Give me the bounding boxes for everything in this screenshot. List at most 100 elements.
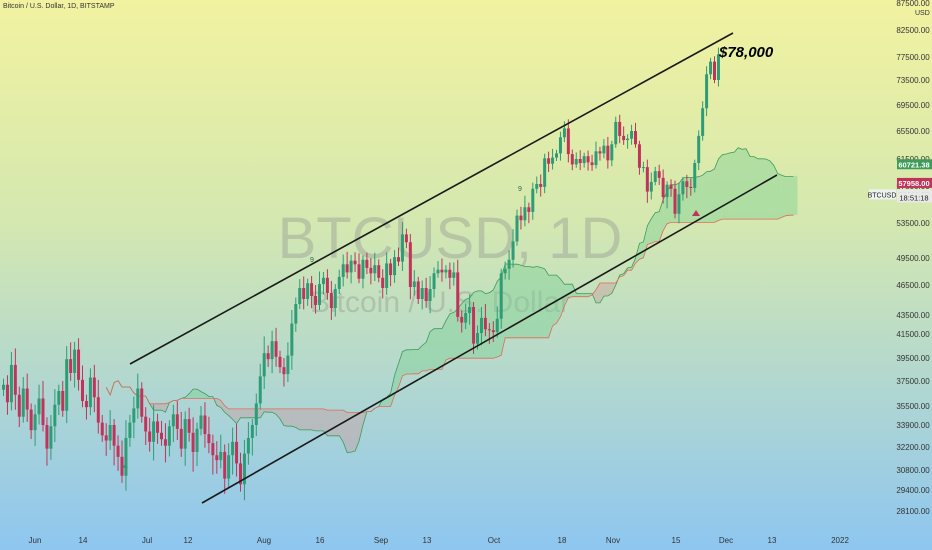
- price-tick-label: 30800.00: [896, 466, 930, 475]
- price-tick-label: 82500.00: [896, 26, 930, 35]
- candle: [337, 269, 341, 294]
- candle: [325, 269, 329, 300]
- candle: [160, 420, 163, 446]
- candle: [527, 202, 531, 224]
- candle: [594, 141, 598, 169]
- candle: [179, 411, 183, 457]
- candle: [104, 423, 108, 456]
- time-axis[interactable]: Jun 14 Jul 12 Aug 16 Sep 13 Oct 18 Nov 15 Dec 13 2022: [29, 536, 850, 545]
- candle: [709, 57, 713, 80]
- currency-label: USD: [915, 10, 930, 17]
- candle: [669, 179, 673, 197]
- candle: [693, 159, 697, 193]
- time-tick-label: Aug: [257, 536, 271, 545]
- candle: [373, 252, 377, 282]
- td-count-9-oct: 9: [518, 186, 522, 193]
- candle: [286, 342, 290, 382]
- candle: [341, 254, 345, 287]
- candle: [156, 413, 160, 444]
- candle: [223, 444, 227, 494]
- channel-lower-line[interactable]: [201, 174, 778, 504]
- candle: [444, 265, 448, 279]
- candle: [665, 181, 669, 209]
- candle: [547, 151, 551, 172]
- time-tick-label: Dec: [719, 536, 733, 545]
- candle: [408, 233, 412, 300]
- candle: [282, 358, 286, 387]
- candle: [701, 101, 705, 141]
- candle: [570, 149, 574, 171]
- candle: [41, 381, 45, 432]
- candle: [116, 435, 120, 471]
- candle: [448, 262, 452, 290]
- candle: [17, 386, 21, 428]
- candle: [92, 364, 96, 413]
- candle: [491, 321, 495, 342]
- candle: [622, 126, 626, 145]
- candle: [523, 195, 527, 227]
- candle: [653, 166, 657, 186]
- candle: [298, 279, 302, 309]
- candle: [84, 394, 88, 420]
- candle: [13, 348, 17, 410]
- time-tick-label: 13: [768, 536, 777, 545]
- price-tick-label: 35500.00: [896, 402, 930, 411]
- price-tick-label: 69500.00: [896, 101, 930, 110]
- candle: [452, 262, 456, 286]
- candle: [215, 441, 219, 474]
- time-tick-label: Sep: [374, 536, 389, 545]
- candle: [195, 422, 199, 467]
- candle: [73, 341, 77, 388]
- candle: [460, 310, 464, 333]
- candle: [345, 251, 349, 279]
- candle: [211, 434, 215, 475]
- candle: [29, 403, 33, 439]
- candle: [535, 176, 539, 194]
- candle: [171, 404, 175, 443]
- price-axis[interactable]: 87500.00 82500.00 77500.00 73500.00 69500.00…: [868, 0, 932, 550]
- candle: [641, 161, 645, 173]
- candle: [239, 452, 242, 492]
- price-tick-label: 49500.00: [896, 254, 930, 263]
- price-label-tag: [897, 159, 932, 170]
- candle: [385, 252, 389, 295]
- candle: [53, 389, 57, 443]
- chart-header-title: Bitcoin / U.S. Dollar, 1D, BITSTAMP: [3, 3, 115, 10]
- candle: [689, 178, 693, 196]
- candle: [705, 66, 709, 117]
- candle: [586, 150, 590, 171]
- candle: [673, 180, 677, 219]
- candle: [574, 152, 578, 168]
- candle: [270, 330, 274, 374]
- candle: [578, 150, 582, 171]
- candle: [235, 423, 239, 477]
- candle: [242, 439, 246, 501]
- price-label-text: 18:51:18: [899, 194, 928, 203]
- candle: [511, 229, 515, 268]
- candle: [456, 259, 460, 322]
- candle: [108, 410, 112, 450]
- candle: [33, 404, 37, 446]
- candle: [124, 420, 128, 491]
- candle: [412, 270, 416, 296]
- candle: [57, 384, 61, 416]
- candle: [369, 258, 373, 285]
- price-tick-label: 77500.00: [896, 53, 930, 62]
- candle: [258, 363, 262, 410]
- buy-arrow-marker: [122, 464, 128, 468]
- candle: [566, 119, 570, 163]
- candle: [49, 414, 53, 460]
- candle: [183, 411, 187, 466]
- candle: [219, 434, 223, 469]
- candle: [464, 303, 468, 330]
- candle: [61, 381, 65, 417]
- candle: [519, 206, 523, 230]
- candles: [2, 47, 720, 501]
- watermark-symbol: BTCUSD, 1D: [278, 206, 623, 271]
- channel-upper-line[interactable]: [129, 32, 734, 365]
- price-tick-label: 29400.00: [896, 486, 930, 495]
- td-marks: 9 9: [122, 186, 700, 468]
- time-tick-label: 15: [672, 536, 681, 545]
